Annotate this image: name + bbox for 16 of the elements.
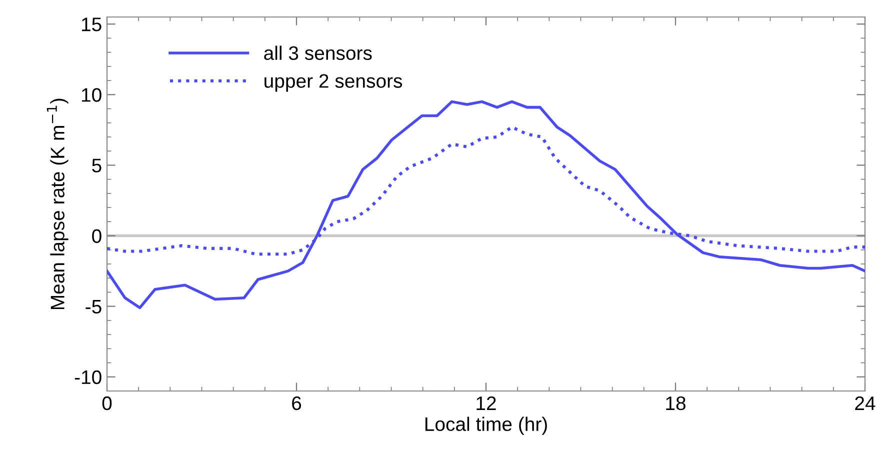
y-tick-label: 0 <box>92 229 102 243</box>
legend-label: upper 2 sensors <box>264 74 402 92</box>
y-axis-title: Mean lapse rate (K m$^{−1}$) <box>46 98 68 310</box>
y-tick-label: -10 <box>74 370 102 384</box>
legend-label: all 3 sensors <box>264 46 372 60</box>
x-tick-label: 18 <box>666 396 686 410</box>
x-tick-label: 24 <box>855 396 876 410</box>
y-tick-label: 5 <box>92 158 102 172</box>
x-tick-label: 6 <box>292 396 302 410</box>
y-tick-label: 15 <box>82 18 102 32</box>
x-tick-label: 0 <box>102 396 112 410</box>
y-tick-label: -5 <box>86 300 102 314</box>
y-tick-label: 10 <box>82 88 102 102</box>
x-tick-label: 12 <box>476 396 496 410</box>
x-axis-title: Local time (hr) <box>425 416 547 435</box>
line-series <box>107 100 865 310</box>
